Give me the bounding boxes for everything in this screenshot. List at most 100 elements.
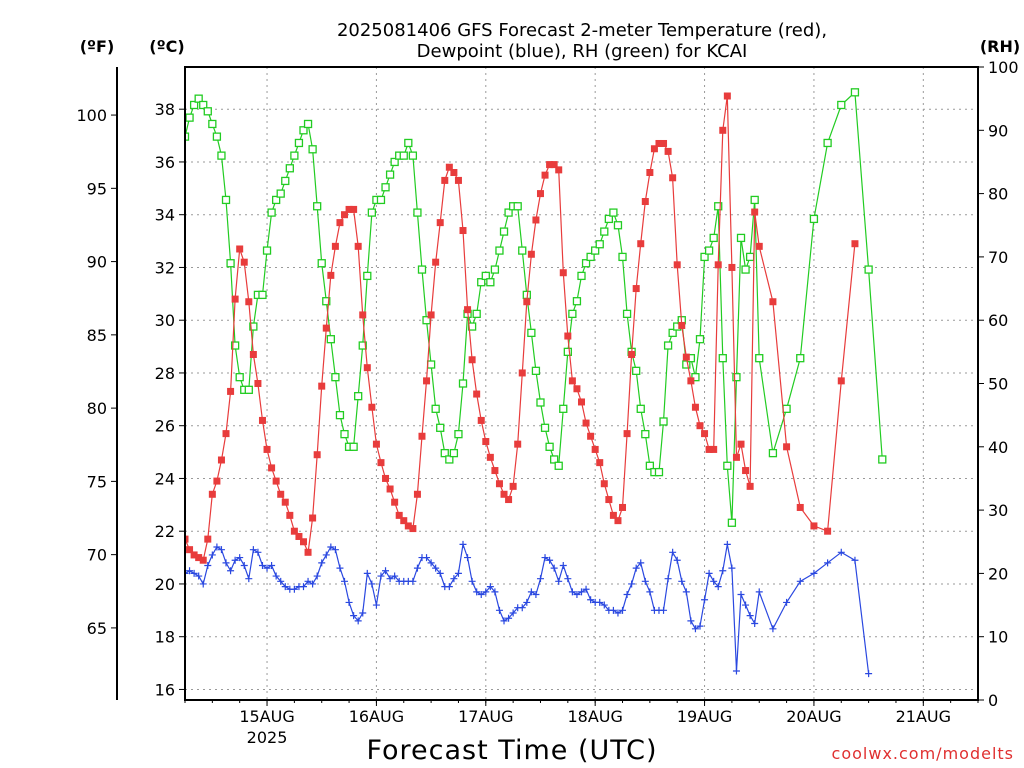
temperature-point (523, 298, 531, 306)
rh-point (878, 455, 887, 464)
rh-tick-label: 100 (988, 58, 1019, 77)
temperature-point (254, 380, 262, 387)
rh-point (727, 518, 737, 527)
celsius-tick-label: 34 (155, 206, 175, 225)
dewpoint-point (632, 564, 640, 572)
rh-point (426, 360, 436, 369)
dewpoint-point (714, 583, 722, 591)
dewpoint-point (432, 564, 440, 572)
rh-point (741, 265, 750, 274)
temperature-point (605, 496, 613, 504)
rh-point (317, 259, 326, 268)
dewpoint-point (386, 575, 394, 583)
fahrenheit-tick-label: 95 (87, 179, 107, 198)
dewpoint-point (204, 561, 212, 569)
dewpoint-point (491, 588, 499, 596)
temperature-point (382, 474, 390, 482)
dewpoint-point (391, 572, 399, 580)
dewpoint-point (587, 596, 595, 604)
temperature-point (810, 522, 818, 530)
dewpoint-point (559, 561, 567, 569)
dewpoint-point (409, 577, 417, 585)
dewpoint-point (368, 580, 376, 588)
temperature-point (486, 453, 494, 461)
temperature-point (268, 464, 276, 472)
chart-title-line2: Dewpoint (blue), RH (green) for KCAI (417, 41, 748, 62)
temperature-point (299, 538, 307, 546)
fahrenheit-tick-label: 70 (87, 546, 107, 565)
rh-point (203, 107, 212, 116)
dewpoint-point (719, 567, 727, 575)
rh-line (185, 91, 883, 523)
temperature-point (641, 198, 649, 206)
rh-point (809, 214, 819, 224)
dewpoint-point (660, 606, 668, 614)
dewpoint-point (249, 546, 257, 554)
dewpoint-point (573, 591, 581, 598)
dewpoint-point (427, 559, 435, 567)
temperature-point (837, 377, 845, 385)
temperature-point (263, 445, 271, 453)
dewpoint-point (450, 575, 458, 583)
dewpoint-point (186, 567, 194, 575)
temperature-point (628, 350, 636, 358)
temperature-point (591, 445, 599, 453)
temperature-point (587, 432, 595, 440)
temperature-point (322, 324, 330, 332)
temperature-point (468, 356, 476, 364)
temperature-point (304, 548, 312, 556)
temperature-point (796, 503, 804, 511)
dewpoint-point (377, 572, 385, 580)
dewpoint-point (755, 588, 763, 596)
rh-point (385, 170, 395, 179)
rh-point (376, 195, 386, 205)
rh-point (595, 240, 604, 249)
dewpoint-point (701, 596, 709, 604)
dewpoint-point (691, 625, 699, 633)
dewpoint-point (208, 551, 216, 559)
dewpoint-point (518, 604, 526, 612)
dewpoint-point (546, 556, 554, 564)
rh-point (226, 259, 235, 268)
rh-point (823, 138, 832, 148)
rh-point (390, 157, 399, 167)
rh-point (563, 347, 572, 357)
rh-point (618, 252, 627, 262)
x-tick-label: 15AUG (239, 707, 294, 726)
dewpoint-point (350, 612, 358, 620)
temperature-point (555, 166, 563, 174)
rh-tick-label: 10 (988, 628, 1008, 647)
x-tick-sublabel: 2025 (247, 728, 288, 747)
rh-point (285, 164, 294, 173)
dewpoint-point (527, 588, 535, 596)
rh-point (454, 429, 463, 439)
rh-point (531, 366, 541, 375)
rh-point (591, 246, 600, 255)
dewpoint-point (359, 609, 367, 617)
dewpoint-point (728, 564, 736, 572)
temperature-point (445, 163, 453, 171)
temperature-point (696, 422, 704, 430)
x-tick-label: 18AUG (567, 707, 622, 726)
dewpoint-point (783, 598, 791, 606)
rh-point (249, 322, 258, 331)
dewpoint-point (363, 569, 371, 577)
temperature-point (824, 527, 832, 535)
temperature-point (536, 190, 544, 198)
temperature-point (423, 377, 431, 385)
dewpoint-point (810, 569, 818, 577)
dewpoint-point (623, 591, 631, 598)
temperature-point (532, 216, 540, 224)
temperature-point (313, 451, 321, 459)
dewpoint-point (851, 556, 859, 564)
temperature-point (600, 480, 608, 488)
x-tick-label: 20AUG (786, 707, 841, 726)
dewpoint-point (213, 543, 221, 551)
fahrenheit-tick-label: 65 (87, 619, 107, 638)
temperature-point (619, 503, 627, 511)
celsius-tick-label: 28 (155, 364, 175, 383)
dewpoint-point (550, 564, 558, 572)
rh-point (714, 202, 723, 211)
dewpoint-point (190, 569, 198, 577)
